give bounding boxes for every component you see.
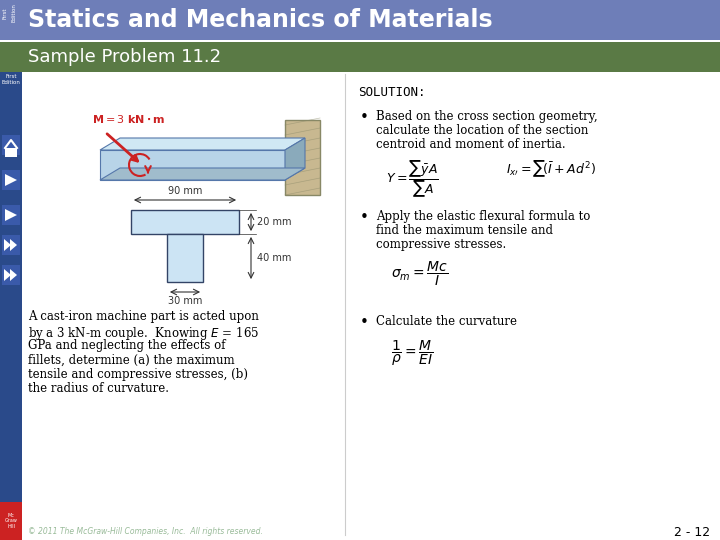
Polygon shape: [4, 269, 11, 281]
Text: find the maximum tensile and: find the maximum tensile and: [376, 224, 553, 237]
Text: First
Edition: First Edition: [1, 74, 20, 85]
Text: First: First: [2, 7, 7, 19]
Text: $\mathbf{M}=3\ \mathbf{kN\cdot m}$: $\mathbf{M}=3\ \mathbf{kN\cdot m}$: [92, 113, 166, 125]
Polygon shape: [10, 269, 17, 281]
Text: 20 mm: 20 mm: [257, 217, 292, 227]
Text: 30 mm: 30 mm: [168, 296, 202, 306]
Text: •: •: [360, 210, 369, 225]
Text: © 2011 The McGraw-Hill Companies, Inc.  All rights reserved.: © 2011 The McGraw-Hill Companies, Inc. A…: [28, 528, 263, 537]
Polygon shape: [5, 209, 17, 221]
Text: $\dfrac{1}{\rho} = \dfrac{M}{EI}$: $\dfrac{1}{\rho} = \dfrac{M}{EI}$: [391, 339, 433, 368]
Bar: [0, 0, 720, 40]
Text: Statics and Mechanics of Materials: Statics and Mechanics of Materials: [28, 8, 492, 32]
Bar: [5, 148, 17, 157]
Text: $Y = \dfrac{\sum \bar{y}A}{\sum A}$: $Y = \dfrac{\sum \bar{y}A}{\sum A}$: [386, 158, 438, 200]
Bar: [0, 502, 22, 540]
Text: the radius of curvature.: the radius of curvature.: [28, 382, 169, 395]
Text: A cast-iron machine part is acted upon: A cast-iron machine part is acted upon: [28, 310, 259, 323]
Polygon shape: [100, 168, 305, 180]
Text: •: •: [360, 110, 369, 125]
Text: $\sigma_m = \dfrac{Mc}{I}$: $\sigma_m = \dfrac{Mc}{I}$: [391, 260, 449, 288]
Bar: [0, 72, 720, 540]
Bar: [2, 205, 20, 225]
Bar: [2, 265, 20, 285]
Polygon shape: [167, 234, 203, 282]
Text: calculate the location of the section: calculate the location of the section: [376, 124, 588, 137]
Text: Apply the elastic flexural formula to: Apply the elastic flexural formula to: [376, 210, 590, 223]
Polygon shape: [100, 138, 305, 150]
Text: 2 - 12: 2 - 12: [674, 525, 710, 538]
Text: GPa and neglecting the effects of: GPa and neglecting the effects of: [28, 339, 225, 352]
Bar: [2, 170, 20, 190]
Polygon shape: [131, 210, 239, 234]
Bar: [0, 42, 720, 72]
Bar: [0, 72, 22, 540]
Text: Mc
Graw
Hill: Mc Graw Hill: [4, 512, 17, 529]
Text: •: •: [360, 315, 369, 330]
Text: compressive stresses.: compressive stresses.: [376, 238, 506, 251]
Text: Based on the cross section geometry,: Based on the cross section geometry,: [376, 110, 598, 123]
Bar: [285, 120, 320, 195]
Bar: [100, 150, 285, 180]
Text: Edition: Edition: [12, 4, 17, 23]
Text: by a 3 kN-m couple.  Knowing $E$ = 165: by a 3 kN-m couple. Knowing $E$ = 165: [28, 325, 259, 341]
Bar: [2, 235, 20, 255]
Text: tensile and compressive stresses, (b): tensile and compressive stresses, (b): [28, 368, 248, 381]
Bar: [2, 135, 20, 155]
Polygon shape: [5, 174, 17, 186]
Polygon shape: [4, 239, 11, 251]
Text: 90 mm: 90 mm: [168, 186, 202, 196]
Text: fillets, determine (a) the maximum: fillets, determine (a) the maximum: [28, 354, 235, 367]
Text: SOLUTION:: SOLUTION:: [358, 86, 426, 99]
Text: 40 mm: 40 mm: [257, 253, 292, 263]
Text: $I_{x\prime} = \sum\!\left(\bar{I} + Ad^2\right)$: $I_{x\prime} = \sum\!\left(\bar{I} + Ad^…: [506, 158, 596, 179]
Polygon shape: [285, 138, 305, 180]
Text: Sample Problem 11.2: Sample Problem 11.2: [28, 48, 221, 66]
Polygon shape: [10, 239, 17, 251]
Text: Calculate the curvature: Calculate the curvature: [376, 315, 517, 328]
Text: centroid and moment of inertia.: centroid and moment of inertia.: [376, 138, 566, 151]
